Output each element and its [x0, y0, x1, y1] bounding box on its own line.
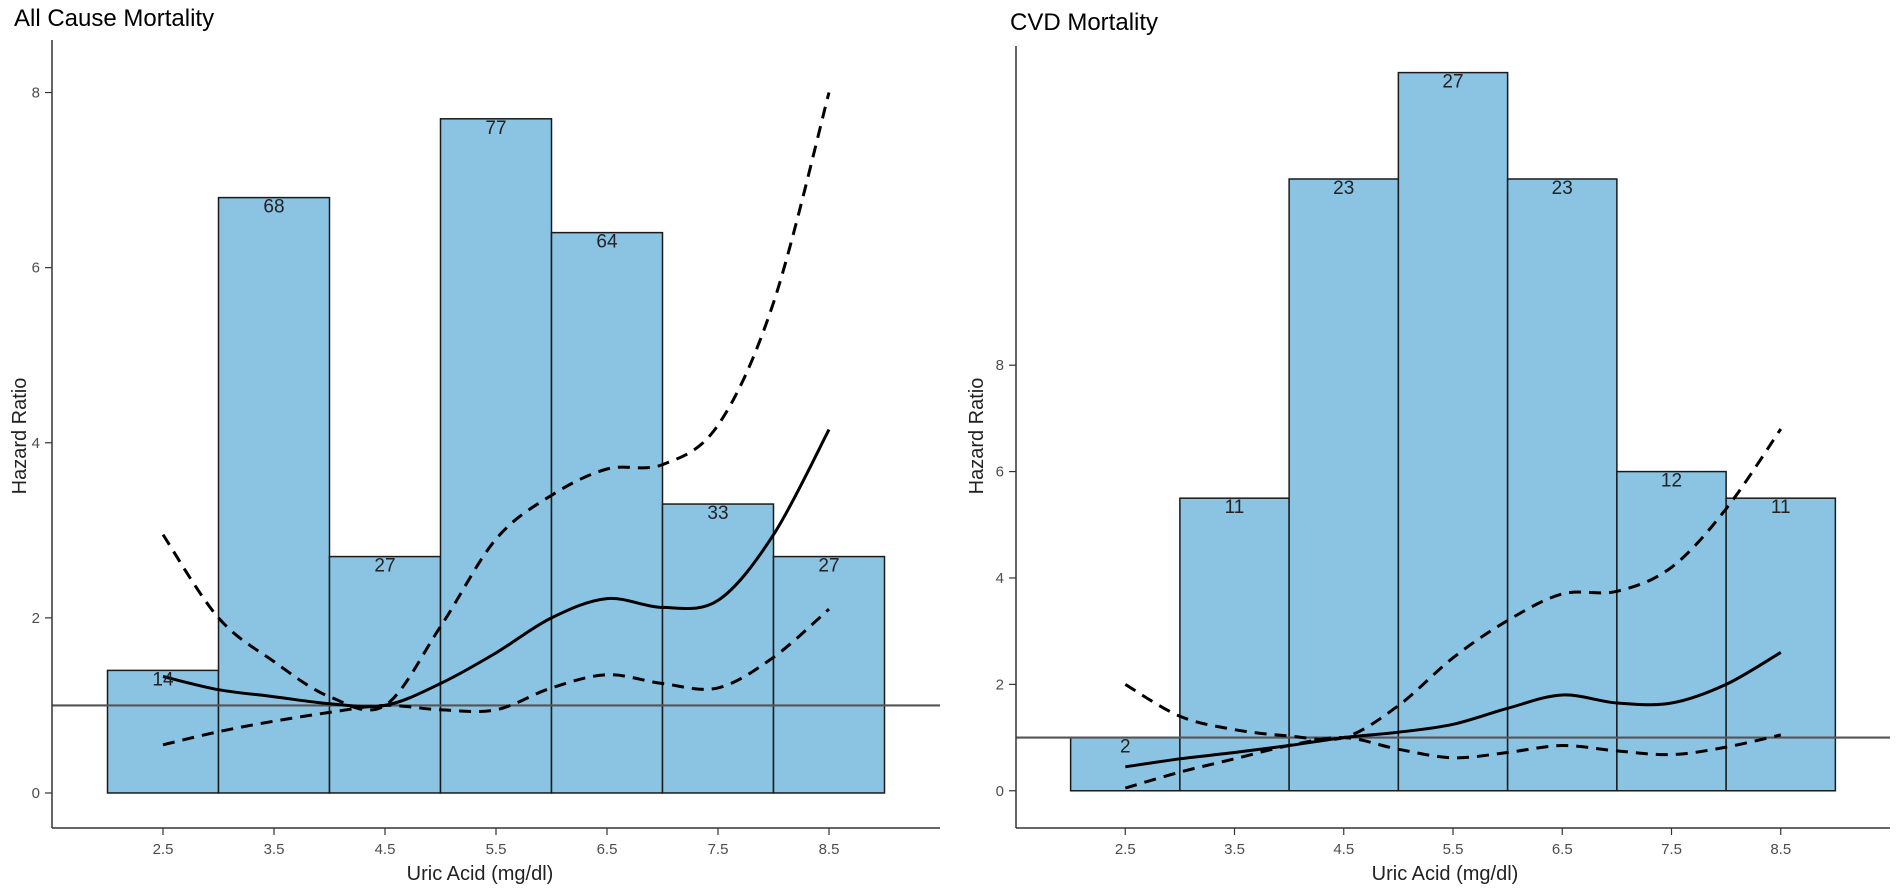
- histogram-bar: [1397, 71, 1509, 792]
- bar-count-label: 64: [596, 232, 618, 253]
- histogram-bar: [328, 555, 442, 794]
- ci-curve: [1124, 428, 1783, 742]
- y-tick-label: 0: [32, 785, 40, 802]
- y-tick-label: 4: [996, 570, 1004, 587]
- bar-count-label: 12: [1661, 471, 1682, 492]
- x-tick-label: 8.5: [1770, 841, 1791, 858]
- x-tick-label: 5.5: [1443, 841, 1464, 858]
- y-tick-label: 0: [996, 783, 1004, 800]
- histogram-bar: [439, 118, 553, 794]
- y-tick-label: 8: [32, 85, 40, 102]
- histogram-bar: [1616, 470, 1727, 792]
- x-axis-title: Uric Acid (mg/dl): [407, 863, 554, 885]
- y-tick-label: 4: [32, 435, 40, 452]
- histogram-bar: [1179, 497, 1290, 792]
- bar-count-label: 2: [1120, 737, 1131, 758]
- histogram-bar: [217, 196, 331, 794]
- bar-count-label: 11: [1225, 497, 1245, 518]
- y-axis-title: Hazard Ratio: [966, 378, 988, 495]
- y-tick-label: 2: [32, 610, 40, 627]
- hazard-ratio-curve: [1125, 651, 1782, 769]
- bar-count-label: 27: [1442, 72, 1463, 93]
- bar-count-label: 23: [1552, 178, 1573, 199]
- histogram-bar: [1069, 736, 1181, 792]
- x-tick-label: 2.5: [153, 841, 174, 858]
- ci-curve: [162, 607, 830, 747]
- chart-panel-all-cause: All Cause Mortality Hazard Ratio Uric Ac…: [9, 5, 940, 885]
- y-axis-title: Hazard Ratio: [9, 378, 31, 495]
- bar-count-label: 68: [263, 197, 284, 218]
- x-tick-label: 7.5: [1661, 841, 1682, 858]
- bar-count-label: 27: [374, 556, 395, 577]
- bar-count-label: 11: [1771, 497, 1791, 518]
- x-tick-label: 3.5: [264, 841, 285, 858]
- bars: [1069, 71, 1837, 792]
- histogram-bar: [1725, 497, 1837, 792]
- histogram-bar: [1288, 178, 1400, 792]
- hazard-ratio-curve: [162, 428, 831, 709]
- histogram-bar: [1506, 178, 1618, 792]
- chart-panel-cvd: CVD Mortality Hazard Ratio Uric Acid (mg…: [966, 9, 1890, 885]
- bar-count-label: 33: [707, 503, 728, 524]
- ci-curve: [161, 92, 831, 712]
- bar-count-label: 77: [485, 118, 506, 139]
- x-tick-label: 6.5: [1552, 841, 1573, 858]
- bars: [106, 118, 886, 794]
- bar-count-label: 14: [152, 669, 174, 690]
- x-tick-label: 3.5: [1224, 841, 1245, 858]
- x-tick-label: 6.5: [597, 841, 618, 858]
- histogram-bar: [106, 669, 220, 794]
- y-tick-label: 6: [32, 260, 40, 277]
- x-tick-label: 2.5: [1115, 841, 1136, 858]
- histogram-bar: [772, 555, 886, 794]
- y-tick-label: 2: [996, 676, 1004, 693]
- x-tick-label: 8.5: [819, 841, 840, 858]
- chart-title: All Cause Mortality: [14, 5, 214, 32]
- x-tick-label: 7.5: [708, 841, 729, 858]
- chart-title: CVD Mortality: [1010, 9, 1158, 36]
- bar-count-label: 27: [818, 556, 839, 577]
- x-tick-label: 4.5: [375, 841, 396, 858]
- histogram-bar: [661, 503, 775, 794]
- x-tick-label: 5.5: [486, 841, 507, 858]
- bar-count-label: 23: [1333, 178, 1354, 199]
- y-tick-label: 8: [996, 357, 1004, 374]
- histogram-bar: [550, 231, 664, 794]
- x-axis-title: Uric Acid (mg/dl): [1372, 863, 1519, 885]
- y-tick-label: 6: [996, 464, 1004, 481]
- x-tick-label: 4.5: [1333, 841, 1354, 858]
